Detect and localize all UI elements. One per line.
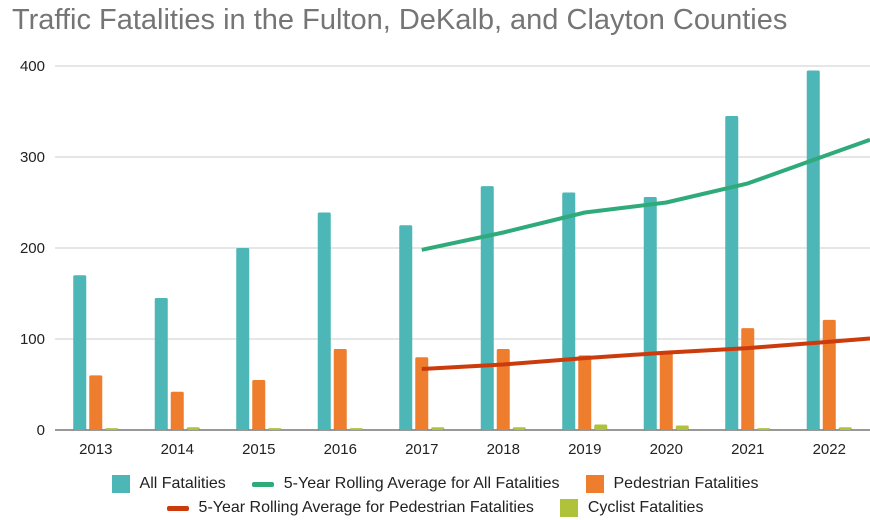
bar-cyclist-fatalities-2015 [268,428,282,430]
x-tick-label: 2014 [161,441,194,458]
bar-pedestrian-fatalities-2019 [578,355,592,430]
bar-cyclist-fatalities-2013 [105,428,119,430]
bar-all-fatalities-2015 [236,248,250,430]
legend-label-rolling-all: 5-Year Rolling Average for All Fatalitie… [283,475,560,492]
legend-swatch-cyclist [559,499,578,517]
bar-cyclist-fatalities-2021 [757,428,771,430]
bar-pedestrian-fatalities-2022 [822,319,836,430]
x-tick-label: 2022 [813,441,846,458]
bar-pedestrian-fatalities-2015 [252,379,266,430]
chart-title: Traffic Fatalities in the Fulton, DeKalb… [12,4,788,36]
legend-item-cyclist: Cyclist Fatalities [559,499,704,517]
legend-item-pedestrian: Pedestrian Fatalities [585,475,759,493]
bar-cyclist-fatalities-2018 [512,427,526,430]
legend-row-1: All Fatalities 5-Year Rolling Average fo… [0,475,870,493]
legend-item-all-fatalities: All Fatalities [111,475,226,493]
legend-label-all-fatalities: All Fatalities [139,475,226,492]
legend-item-rolling-all: 5-Year Rolling Average for All Fatalitie… [251,475,560,493]
bar-pedestrian-fatalities-2014 [170,391,184,430]
bar-pedestrian-fatalities-2020 [659,351,673,430]
line-5-year-rolling-average-for-pedestrian-fatalities [421,336,870,371]
legend-swatch-pedestrian [585,475,604,493]
bar-all-fatalities-2016 [317,212,331,430]
bar-all-fatalities-2019 [562,192,576,430]
bar-cyclist-fatalities-2020 [675,425,689,430]
line-5-year-rolling-average-for-all-fatalities [421,137,870,252]
y-tick-label: 200 [20,240,45,257]
y-tick-label: 400 [20,58,45,75]
legend-label-rolling-pedestrian: 5-Year Rolling Average for Pedestrian Fa… [198,499,534,516]
bar-pedestrian-fatalities-2018 [496,349,510,430]
bar-pedestrian-fatalities-2016 [333,349,347,430]
bar-cyclist-fatalities-2017 [431,427,445,430]
legend-swatch-rolling-pedestrian [166,505,189,511]
legend-swatch-rolling-all [251,481,274,487]
line-layer [421,137,870,371]
bar-pedestrian-fatalities-2013 [89,375,103,430]
bar-all-fatalities-2020 [643,197,657,430]
legend-label-pedestrian: Pedestrian Fatalities [613,475,759,492]
bar-all-fatalities-2013 [73,275,87,430]
bar-cyclist-fatalities-2019 [594,424,608,430]
bar-cyclist-fatalities-2014 [186,427,200,430]
y-tick-label: 0 [37,422,45,439]
bar-cyclist-fatalities-2016 [349,428,363,430]
bar-all-fatalities-2022 [806,70,820,431]
x-tick-label: 2020 [650,441,683,458]
legend-label-cyclist: Cyclist Fatalities [587,499,704,516]
y-tick-label: 100 [20,331,45,348]
x-tick-label: 2015 [242,441,275,458]
legend-swatch-all-fatalities [111,475,130,493]
y-tick-label: 300 [20,149,45,166]
x-tick-label: 2019 [568,441,601,458]
x-tick-label: 2016 [324,441,357,458]
bar-layer [73,70,852,431]
legend-row-2: 5-Year Rolling Average for Pedestrian Fa… [0,499,870,517]
x-tick-label: 2013 [79,441,112,458]
bar-all-fatalities-2021 [725,116,739,431]
x-tick-label: 2018 [487,441,520,458]
bar-cyclist-fatalities-2022 [838,427,852,430]
label-layer: 0 100 200 300 400 2013 2014 2015 2016 2017 2018 201… [20,58,846,458]
bar-pedestrian-fatalities-2017 [415,357,429,430]
x-tick-label: 2021 [731,441,764,458]
bar-pedestrian-fatalities-2021 [741,328,755,430]
bar-all-fatalities-2018 [480,186,494,430]
legend-item-rolling-pedestrian: 5-Year Rolling Average for Pedestrian Fa… [166,499,534,517]
bar-all-fatalities-2014 [154,298,168,430]
bar-all-fatalities-2017 [399,225,413,430]
x-tick-label: 2017 [405,441,438,458]
